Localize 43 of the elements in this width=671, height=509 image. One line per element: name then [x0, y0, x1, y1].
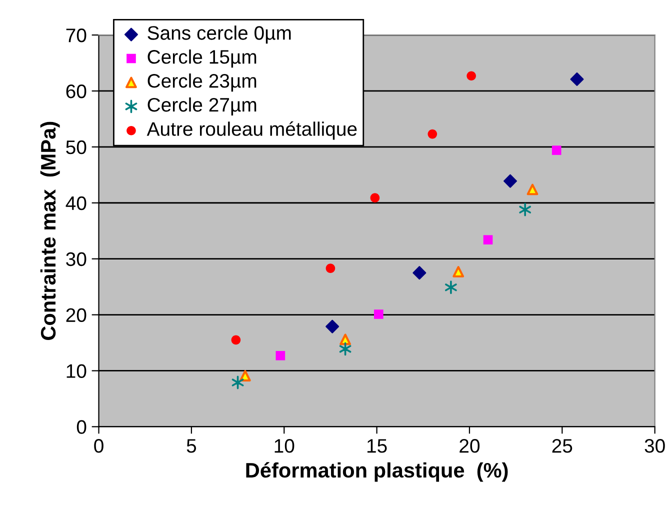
y-tick-label: 20	[66, 308, 86, 322]
x-tick-label: 20	[460, 439, 480, 453]
y-tick-label: 60	[66, 84, 86, 98]
point	[231, 335, 241, 345]
x-axis-title: Déformation plastique (%)	[246, 462, 508, 482]
x-tick-label: 15	[367, 439, 387, 453]
legend-label: Cercle 27µm	[148, 97, 256, 116]
point	[526, 184, 538, 196]
point	[374, 310, 384, 319]
point	[412, 266, 426, 280]
y-tick-label: 70	[66, 28, 86, 42]
point	[466, 71, 476, 81]
point	[445, 280, 457, 294]
point	[232, 376, 244, 390]
point	[239, 370, 251, 382]
point	[552, 146, 562, 155]
legend-label: Cercle 15µm	[148, 50, 256, 68]
y-tick-label: 10	[66, 364, 86, 378]
y-tick-label: 50	[66, 140, 86, 154]
y-tick-label: 40	[66, 196, 86, 210]
point	[570, 72, 584, 86]
y-tick-label: 30	[66, 252, 86, 266]
legend-label: Cercle 23µm	[148, 73, 256, 92]
point	[483, 235, 493, 244]
point	[452, 266, 464, 278]
x-tick-label: 25	[552, 439, 572, 453]
legend-label: Sans cercle 0µm	[148, 26, 291, 44]
point	[519, 202, 532, 216]
y-axis-title: Contrainte max (MPa)	[40, 122, 60, 340]
x-tick-label: 10	[274, 439, 294, 453]
point	[276, 350, 286, 360]
x-tick-label: 5	[186, 439, 196, 453]
point	[326, 264, 336, 274]
legend-label: Autre rouleau métallique	[146, 121, 357, 140]
y-tick-label: 0	[76, 420, 86, 434]
point	[326, 320, 340, 334]
point	[339, 342, 352, 356]
point	[340, 334, 351, 346]
point	[504, 174, 518, 188]
point	[428, 129, 438, 139]
x-tick-label: 0	[94, 439, 104, 453]
point	[370, 193, 380, 203]
x-tick-label: 30	[644, 439, 665, 453]
